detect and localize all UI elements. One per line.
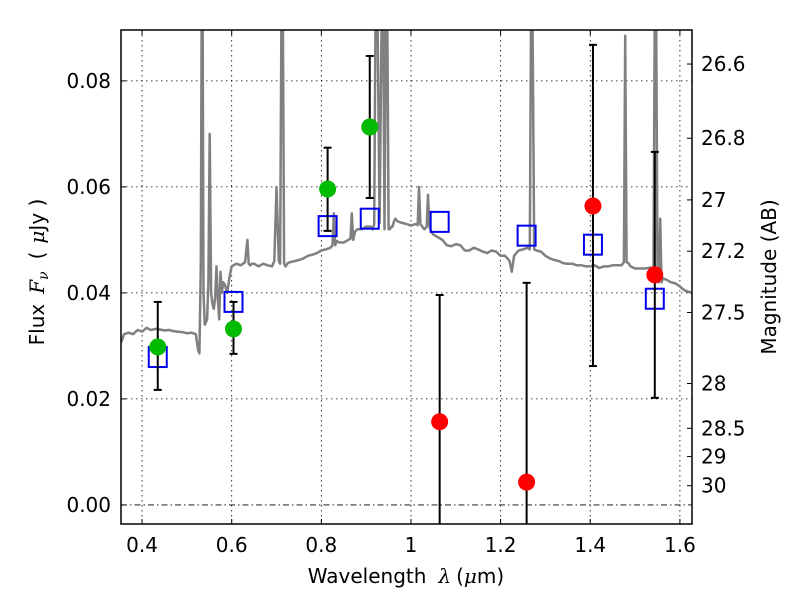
x-axis-label-unit-mu: μ	[464, 564, 477, 588]
nondetection-point	[584, 197, 602, 215]
y2-tick-label: 28.5	[701, 416, 746, 440]
detection-point	[224, 320, 242, 338]
x-axis-label-text: Wavelength	[308, 564, 427, 588]
y-tick-label: 0.04	[66, 281, 111, 305]
detection-point	[149, 338, 167, 356]
y-tick-label: 0.08	[66, 69, 111, 93]
y2-axis-label: Magnitude (AB)	[757, 199, 781, 354]
y-axis-label-text: Flux	[25, 304, 49, 346]
detection-point	[361, 118, 379, 136]
model-photometry-square	[429, 210, 450, 233]
model-photometry-square	[359, 207, 380, 230]
x-tick-label: 1.2	[485, 533, 517, 557]
y-axis-label-unit-open: (	[25, 252, 49, 260]
nondetection-point	[646, 266, 664, 284]
detection-point	[319, 180, 337, 198]
y2-tick-label: 27.5	[701, 300, 746, 324]
y2-tick-label: 27	[701, 188, 726, 212]
y2-tick-label: 29	[701, 445, 726, 469]
axes-frame	[120, 29, 693, 525]
y-axis-label-unit-mu: μ	[25, 231, 49, 244]
y2-tick-label: 26.8	[701, 126, 746, 150]
y-axis-label-subscript: ν	[36, 271, 52, 280]
y-axis-label-unit-rest: Jy )	[25, 199, 49, 233]
y2-tick-label: 27.2	[701, 239, 746, 263]
y-tick-label: 0.02	[66, 387, 111, 411]
y-tick-label: 0.06	[66, 175, 111, 199]
y-axis-label-symbol: F	[25, 279, 49, 295]
y2-tick-label: 26.6	[701, 52, 746, 76]
nondetection-point	[431, 413, 449, 431]
x-tick-label: 1.6	[664, 533, 696, 557]
x-tick-label: 0.4	[126, 533, 158, 557]
spectrum-line	[121, 30, 692, 355]
y2-tick-label: 28	[701, 371, 726, 395]
nondetection-point	[518, 473, 536, 491]
x-axis-label-unit-open: (	[456, 564, 464, 588]
plot-area	[121, 30, 692, 524]
x-axis-label-symbol: λ	[437, 564, 451, 588]
grid-lines	[121, 30, 692, 524]
x-axis-label: Wavelength λ (μm)	[308, 564, 504, 588]
x-tick-label: 0.8	[305, 533, 337, 557]
x-tick-label: 0.6	[216, 533, 248, 557]
model-photometry-square	[516, 224, 537, 247]
x-tick-label: 1.4	[574, 533, 606, 557]
x-axis-label-unit-rest: m)	[477, 564, 504, 588]
y2-tick-label: 30	[701, 474, 726, 498]
y-axis-label: Flux Fν ( μJy )	[25, 199, 52, 346]
x-tick-label: 1	[405, 533, 418, 557]
ticks: 0.4 0.6 0.8 1 1.2 1.4 1.6 0.00 0.02 0.04 0.06 0.08 2…	[66, 30, 746, 557]
y-tick-label: 0.00	[66, 493, 111, 517]
